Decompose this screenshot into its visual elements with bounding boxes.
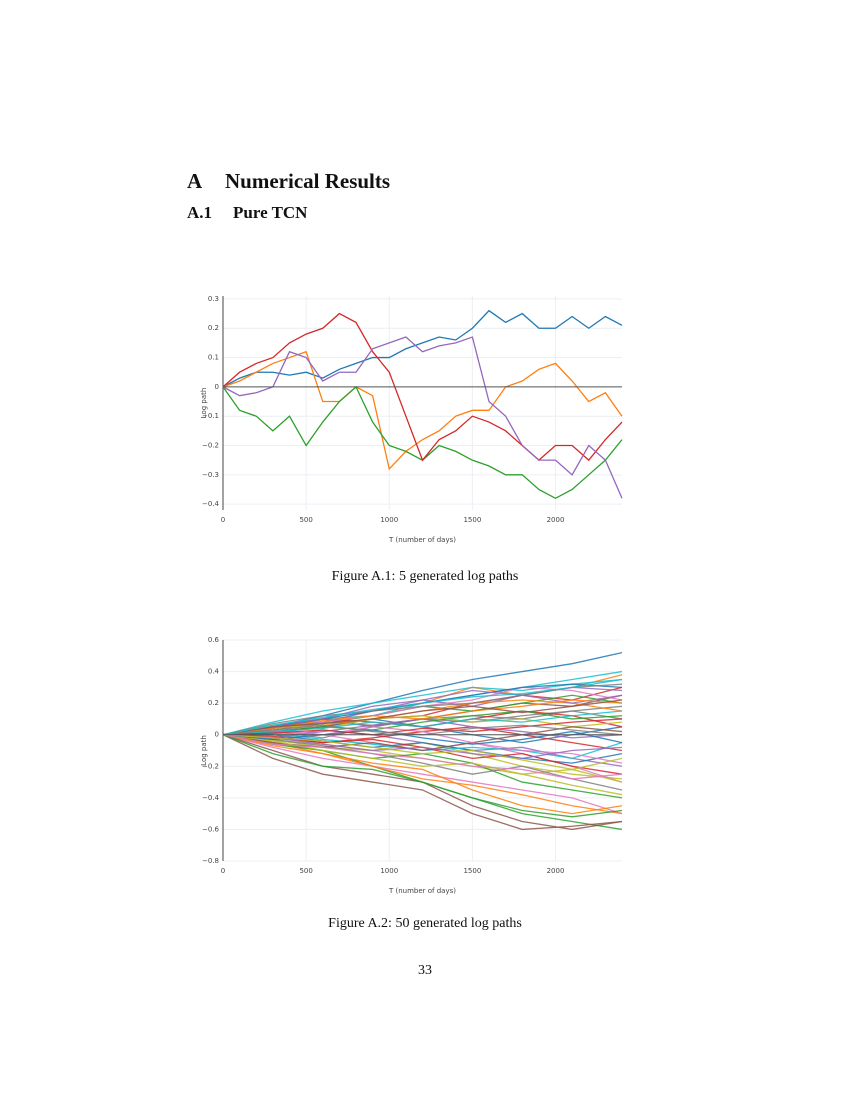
x-tick-label: 2000 — [547, 516, 565, 524]
x-axis-label: T (number of days) — [388, 536, 456, 544]
y-tick-label: 0 — [215, 731, 219, 739]
y-tick-label: −0.2 — [202, 762, 219, 770]
data-line — [222, 729, 623, 745]
section-number: A — [187, 169, 203, 193]
data-line — [222, 336, 623, 499]
x-tick-label: 500 — [299, 867, 312, 875]
y-axis-label: Log path — [200, 388, 208, 419]
data-line — [222, 710, 623, 736]
y-tick-label: 0.1 — [208, 354, 219, 362]
data-line — [222, 734, 623, 760]
data-line — [222, 699, 623, 736]
y-axis-label: Log path — [200, 735, 208, 766]
data-line — [222, 678, 623, 736]
y-tick-label: 0 — [215, 383, 219, 391]
x-axis-label: T (number of days) — [388, 887, 456, 895]
section-title: Numerical Results — [225, 169, 391, 193]
data-line — [222, 734, 623, 831]
y-tick-label: 0.3 — [208, 295, 219, 303]
x-tick-label: 1500 — [463, 867, 481, 875]
y-tick-label: −0.3 — [202, 471, 219, 479]
section-heading: A Numerical Results — [187, 169, 390, 194]
y-tick-label: 0.2 — [208, 324, 219, 332]
y-tick-label: 0.2 — [208, 699, 219, 707]
y-tick-label: 0.4 — [208, 668, 220, 676]
x-tick-label: 1000 — [380, 516, 398, 524]
page-number: 33 — [418, 963, 432, 978]
subsection-number: A.1 — [187, 203, 213, 222]
data-line — [222, 734, 623, 815]
subsection-heading: A.1 Pure TCN — [187, 203, 307, 223]
data-line — [222, 678, 623, 736]
y-tick-label: −0.2 — [202, 442, 219, 450]
data-line — [222, 309, 623, 388]
figure-caption: Figure A.2: 50 generated log paths — [328, 916, 522, 931]
data-line — [222, 734, 623, 815]
data-line — [222, 689, 623, 736]
data-line — [222, 734, 623, 780]
y-tick-label: −0.4 — [202, 500, 220, 508]
x-tick-label: 500 — [299, 516, 312, 524]
data-line — [222, 734, 623, 791]
subsection-title: Pure TCN — [233, 203, 308, 222]
data-line — [222, 350, 623, 471]
y-tick-label: 0.6 — [208, 636, 220, 644]
y-tick-label: −0.8 — [202, 857, 219, 865]
figure-caption: Figure A.1: 5 generated log paths — [331, 569, 519, 584]
chart: 0.60.40.20−0.2−0.4−0.6−0.80 500 1000 1500 20… — [200, 636, 623, 895]
y-tick-label: −0.1 — [202, 412, 219, 420]
data-line — [222, 734, 623, 796]
data-line — [222, 734, 623, 771]
x-tick-label: 1500 — [463, 516, 481, 524]
y-tick-label: −0.6 — [202, 825, 220, 833]
data-line — [222, 385, 623, 500]
data-line — [222, 312, 623, 462]
x-tick-label: 0 — [221, 516, 225, 524]
data-line — [222, 718, 623, 736]
x-tick-label: 0 — [221, 867, 225, 875]
x-tick-label: 2000 — [547, 867, 565, 875]
x-tick-label: 1000 — [380, 867, 398, 875]
data-line — [222, 734, 623, 818]
y-tick-label: −0.4 — [202, 794, 220, 802]
chart: 0.30.20.10−0.1−0.2−0.3−0.40 500 1000 1500 20… — [200, 295, 623, 544]
